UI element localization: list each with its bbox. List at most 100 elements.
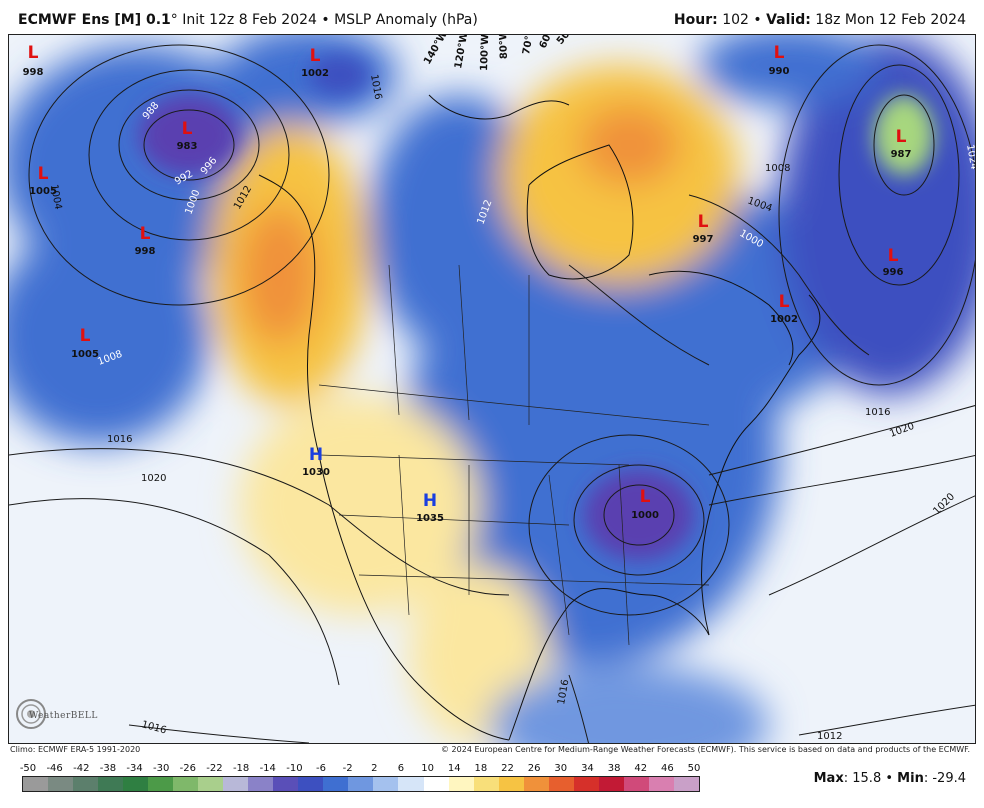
colorbar-label: 2 xyxy=(371,763,378,774)
colorbar-swatch xyxy=(48,777,74,791)
logo-text: WeatherBELL xyxy=(29,711,98,721)
pressure-center: L 1002 xyxy=(301,46,329,79)
colorbar-label: -18 xyxy=(232,763,250,774)
low-marker: L xyxy=(28,43,39,63)
low-marker: L xyxy=(310,46,321,66)
hour-label: Hour: xyxy=(673,12,718,28)
colorbar-swatch xyxy=(248,777,274,791)
low-marker: L xyxy=(896,127,907,147)
min-label: Min xyxy=(897,771,924,786)
colorbar-swatch xyxy=(298,777,324,791)
hour-value: 102 xyxy=(722,12,749,28)
colorbar-swatch xyxy=(23,777,49,791)
init-time: Init 12z 8 Feb 2024 xyxy=(182,12,317,28)
isobar-label: 1008 xyxy=(765,163,790,174)
climo-note: Climo: ECMWF ERA-5 1991-2020 xyxy=(10,745,141,754)
pressure-center: L 997 xyxy=(693,212,714,245)
pressure-center: L 998 xyxy=(23,43,44,78)
isobar-label: 1024 xyxy=(964,144,976,171)
center-value: 1035 xyxy=(416,513,444,524)
max-label: Max xyxy=(813,771,844,786)
colorbar-swatch xyxy=(498,777,524,791)
valid-label: Valid: xyxy=(766,12,811,28)
pressure-center: L 1005 xyxy=(71,326,99,360)
pressure-center: L 998 xyxy=(135,224,156,257)
pressure-center: H 1035 xyxy=(416,491,444,524)
center-value: 997 xyxy=(693,234,714,245)
colorbar-swatch xyxy=(148,777,174,791)
colorbar-label: 34 xyxy=(581,763,594,774)
pressure-center: L 1000 xyxy=(631,487,659,521)
isobar-label: 1016 xyxy=(107,434,132,445)
colorbar-label: 10 xyxy=(421,763,434,774)
title-left: ECMWF Ens [M] 0.1° Init 12z 8 Feb 2024 •… xyxy=(18,12,478,28)
high-marker: H xyxy=(309,445,323,465)
colorbar-swatch xyxy=(223,777,249,791)
colorbar-label: 46 xyxy=(660,763,674,774)
center-value: 998 xyxy=(23,67,44,78)
colorbar-label: -6 xyxy=(316,763,327,774)
center-value: 996 xyxy=(883,267,904,278)
colorbar-label: 14 xyxy=(447,763,461,774)
colorbar-swatch xyxy=(373,777,399,791)
separator-2: • xyxy=(753,12,762,28)
low-marker: L xyxy=(182,119,193,139)
low-marker: L xyxy=(698,212,709,232)
pressure-center: L 1005 xyxy=(29,164,57,197)
isobar-label: 1016 xyxy=(368,74,383,101)
colorbar-swatch xyxy=(598,777,624,791)
colorbar-label: -34 xyxy=(126,763,143,774)
colorbar-swatch xyxy=(98,777,124,791)
isobar-label: 1004 xyxy=(48,184,63,211)
low-marker: L xyxy=(779,292,790,312)
borders xyxy=(318,264,710,646)
colorbar-label: -10 xyxy=(286,763,303,774)
colorbar-label: 6 xyxy=(397,763,405,774)
isobar-label: 1016 xyxy=(556,679,571,706)
colorbar-swatch xyxy=(398,777,424,791)
center-value: 1002 xyxy=(770,314,798,325)
colorbar-label: 42 xyxy=(634,763,648,774)
center-value: 987 xyxy=(891,149,912,160)
high-marker: H xyxy=(423,491,437,511)
colorbar-swatch xyxy=(273,777,299,791)
pressure-center: L 983 xyxy=(177,119,198,152)
colorbar-label: 18 xyxy=(474,763,488,774)
colorbar-label: -2 xyxy=(342,763,353,774)
colorbar-swatch xyxy=(73,777,99,791)
degree-symbol: ° xyxy=(170,12,178,28)
isobar-label: 1020 xyxy=(141,473,166,484)
separator: • xyxy=(321,12,330,28)
colorbar-label: -22 xyxy=(206,763,223,774)
center-value: 990 xyxy=(769,66,790,77)
min-value: -29.4 xyxy=(932,771,966,786)
colorbar-swatch xyxy=(173,777,199,791)
center-value: 998 xyxy=(135,246,156,257)
pressure-center: L 990 xyxy=(769,43,790,77)
separator-3: • xyxy=(885,771,894,786)
isobar-label: 1016 xyxy=(865,407,890,418)
colorbar-swatch xyxy=(573,777,599,791)
weatherbell-logo: WeatherBELL xyxy=(13,695,103,733)
low-marker: L xyxy=(888,246,899,266)
colorbar-label: -46 xyxy=(46,763,63,774)
lon-label: 80°W xyxy=(498,35,510,59)
colorbar-swatch xyxy=(673,777,699,791)
max-min-readout: Max: 15.8 • Min: -29.4 xyxy=(813,771,966,786)
isobar-label: 1012 xyxy=(817,731,842,742)
colorbar-label: -30 xyxy=(153,763,170,774)
colorbar-swatch xyxy=(473,777,499,791)
colorbar-swatch xyxy=(648,777,674,791)
copyright-note: © 2024 European Centre for Medium-Range … xyxy=(441,745,970,754)
center-value: 1002 xyxy=(301,68,329,79)
center-value: 1005 xyxy=(29,186,57,197)
colorbar-swatch xyxy=(448,777,474,791)
center-value: 1000 xyxy=(631,510,659,521)
map-panel[interactable]: 140°W 120°W 100°W 80°W 70°W 60°W 50°W 10… xyxy=(8,34,976,744)
low-marker: L xyxy=(640,487,651,507)
deep-lows xyxy=(139,55,934,560)
low-marker: L xyxy=(774,43,785,63)
colorbar-label: 50 xyxy=(687,763,701,774)
